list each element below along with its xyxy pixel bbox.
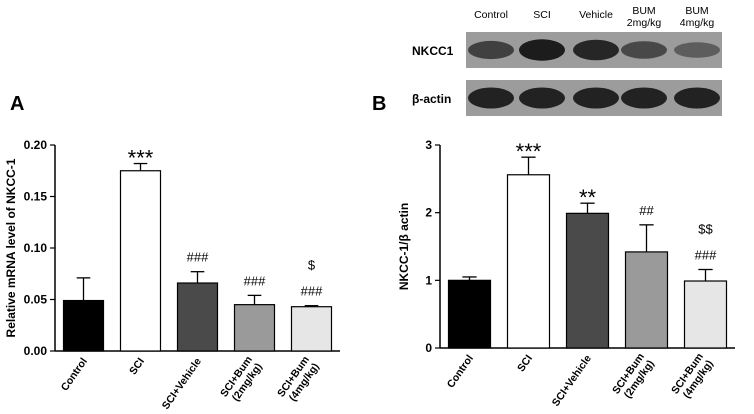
y-tick-label: 0.15: [24, 190, 48, 204]
blot-row-label: NKCC1: [412, 44, 454, 58]
y-tick-label: 0.10: [24, 241, 48, 255]
x-tick-label: Control: [59, 356, 90, 394]
y-tick-label: 0: [425, 341, 432, 355]
blot-band: [674, 87, 720, 109]
y-tick-label: 2: [425, 206, 432, 220]
bar-sci-bum-4mg-kg: [290, 306, 333, 352]
y-axis-title: NKCC-1/β actin: [397, 203, 411, 290]
y-tick-label: 3: [425, 138, 432, 152]
significance-label: $$: [698, 222, 713, 237]
blot-band: [573, 39, 619, 61]
blot-band: [468, 40, 514, 60]
blot-band: [621, 87, 667, 109]
blot-band: [519, 39, 565, 61]
significance-label: ###: [244, 273, 266, 288]
bar-sci-bum-2mg-kg: [233, 304, 276, 352]
x-tick-label: SCI: [127, 356, 147, 377]
panel-b-letter: B: [372, 93, 386, 115]
western-blot: Control SCI Vehicle BUM 2mg/kg BUM 4mg/kg NKCC1…: [412, 5, 722, 116]
y-tick-label: 0.00: [24, 344, 48, 358]
x-tick-label: SCI+Vehicle: [550, 353, 594, 409]
lane-header: BUM 4mg/kg: [680, 5, 715, 29]
x-tick-label: SCI+Bum(2mg/kg): [218, 354, 265, 406]
bar-sci: [119, 170, 162, 352]
y-axis-title: Relative mRNA level of NKCC-1: [4, 158, 18, 337]
bar-sci-bum-4mg-kg: [683, 280, 728, 349]
lane-header: Vehicle: [579, 9, 613, 21]
bar-sci: [506, 174, 551, 349]
bar-sci-bum-2mg-kg: [624, 251, 669, 349]
significance-label: ###: [301, 284, 323, 299]
lane-header: Control: [474, 9, 508, 21]
chart-b-nkcc1-protein: 0 1 2 3 NKCC-1/β actin Control *** SCI ** SCI+Veh…: [397, 138, 735, 409]
significance-label: ###: [187, 250, 209, 265]
blot-row-label: β-actin: [412, 92, 451, 106]
x-tick-label: SCI+Bum(4mg/kg): [669, 351, 716, 403]
blot-band: [519, 87, 565, 109]
x-tick-label: SCI+Vehicle: [160, 356, 204, 412]
chart-a-mrna-nkcc1: 0.00 0.05 0.10 0.15 0.20 Relative mRNA level …: [4, 138, 340, 412]
x-tick-label: SCI+Bum(4mg/kg): [275, 354, 322, 406]
blot-band: [573, 87, 619, 109]
bar-control: [447, 279, 492, 349]
significance-label: ***: [516, 139, 542, 164]
blot-band: [621, 41, 667, 59]
x-tick-label: Control: [445, 353, 476, 391]
lane-header: SCI: [533, 9, 551, 21]
bar-sci-vehicle: [176, 282, 219, 352]
blot-band: [468, 87, 514, 109]
significance-label: ***: [128, 146, 154, 171]
bar-sci-vehicle: [565, 212, 610, 349]
bar-control: [62, 299, 105, 352]
significance-label: $: [308, 258, 316, 273]
y-tick-label: 0.05: [24, 293, 48, 307]
significance-label: ###: [695, 248, 717, 263]
y-tick-label: 0.20: [24, 138, 48, 152]
panel-a-letter: A: [10, 93, 24, 115]
y-tick-label: 1: [425, 273, 432, 287]
significance-label: **: [579, 185, 597, 210]
x-tick-label: SCI+Bum(2mg/kg): [610, 351, 657, 403]
lane-header: BUM 2mg/kg: [627, 5, 662, 29]
blot-band: [674, 42, 720, 58]
significance-label: ##: [639, 203, 654, 218]
x-tick-label: SCI: [515, 353, 535, 374]
